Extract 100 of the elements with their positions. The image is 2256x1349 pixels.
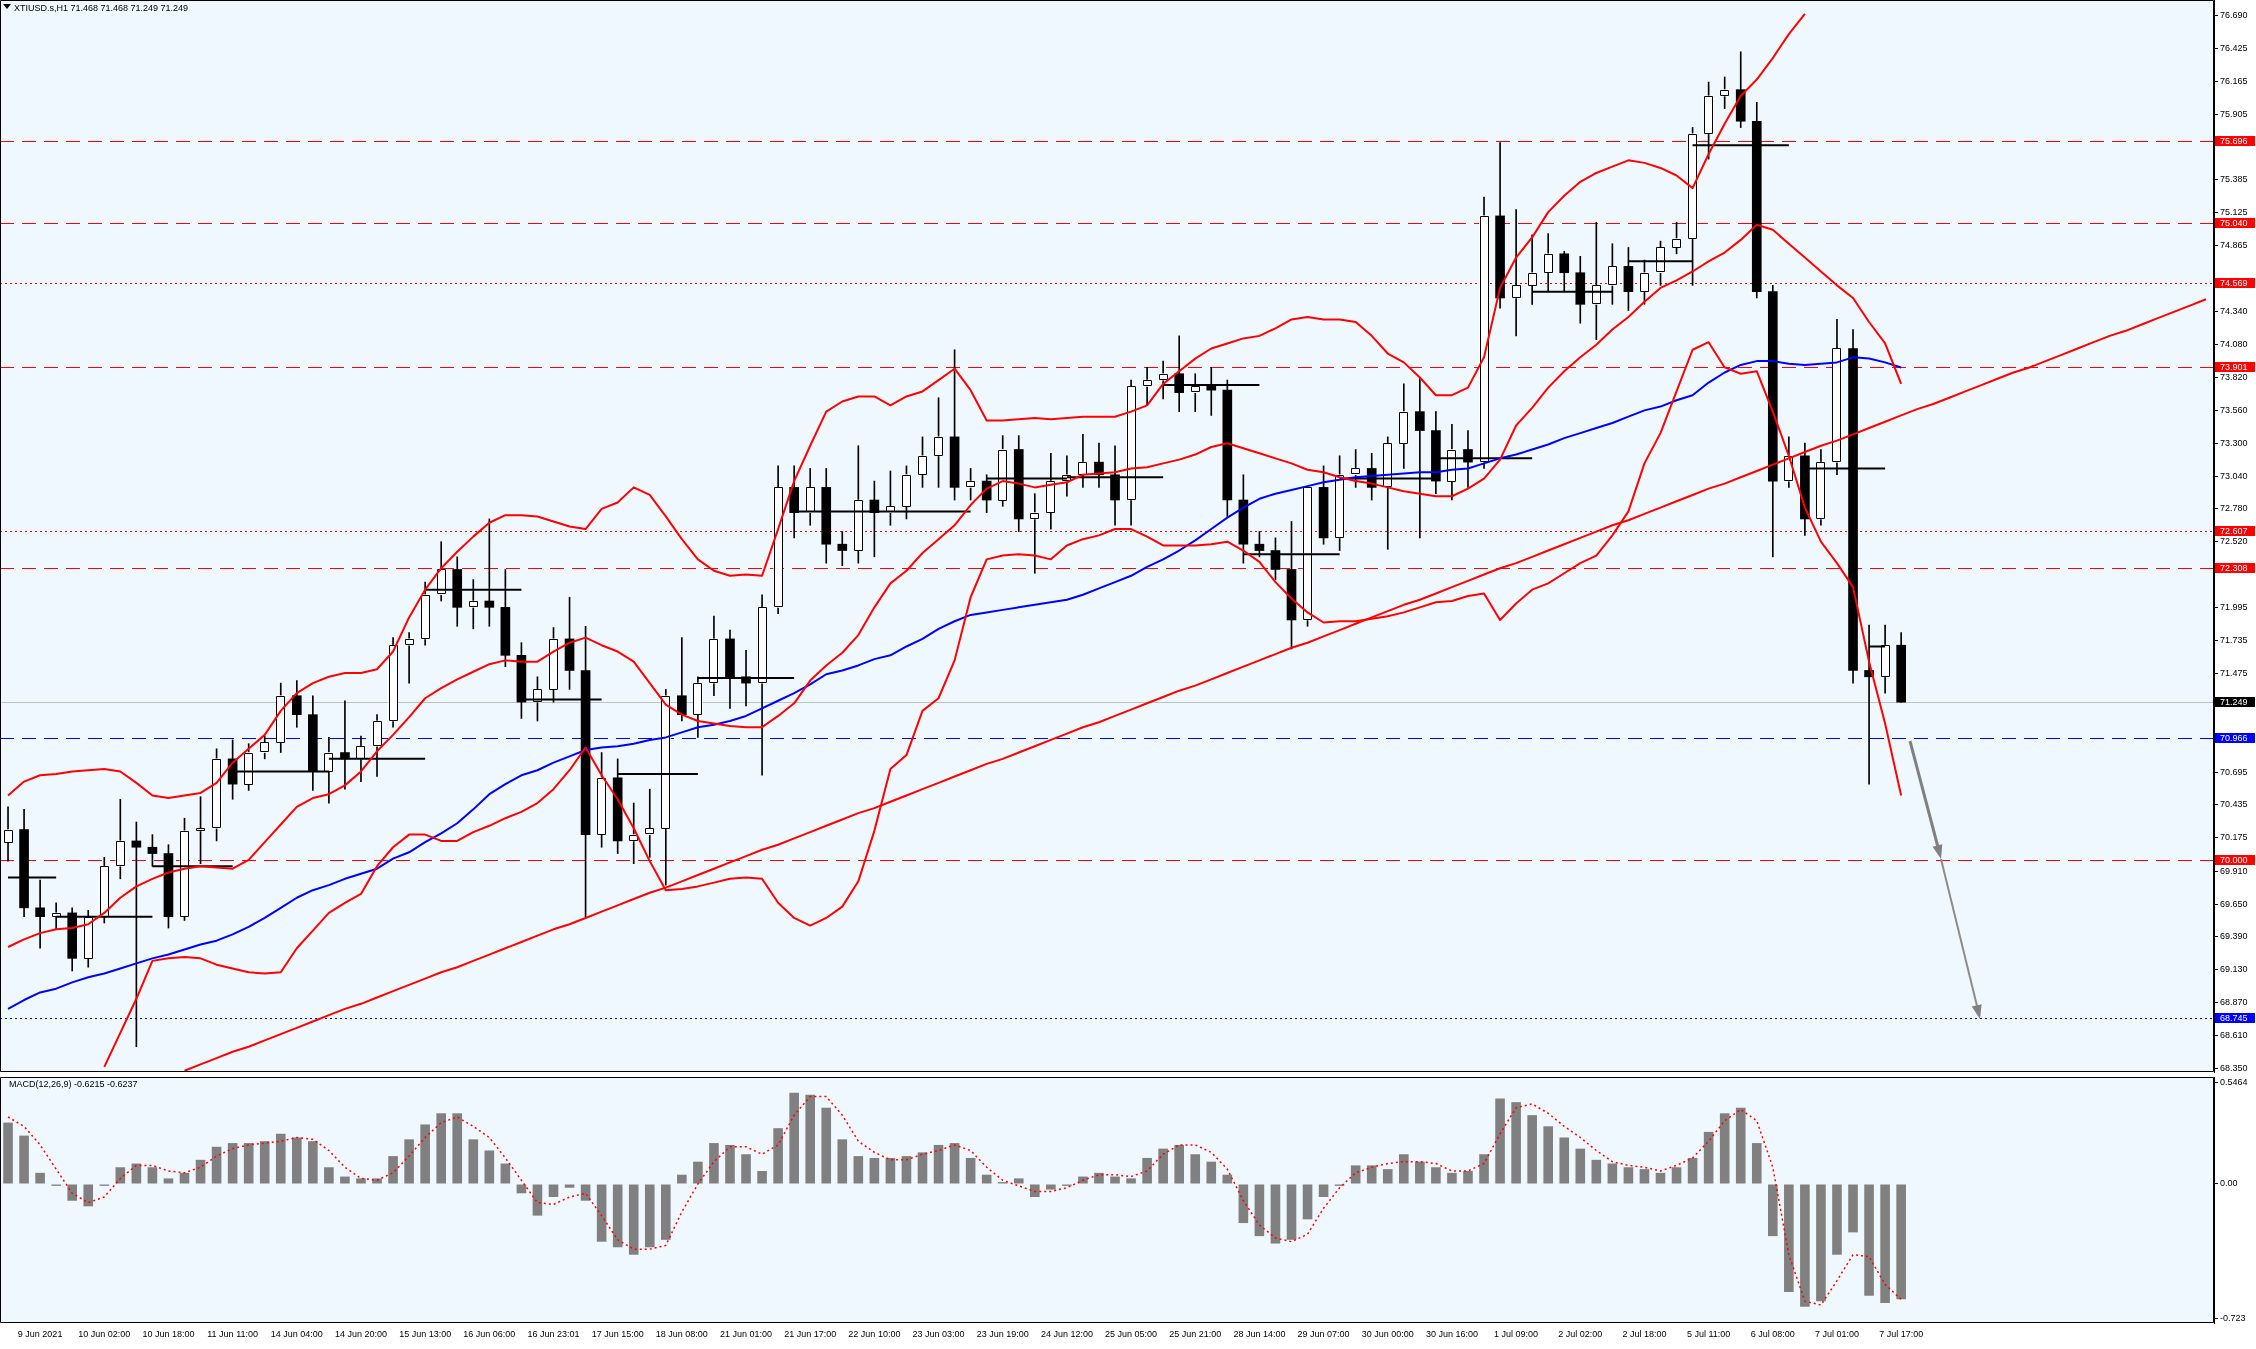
bar	[1816, 1184, 1826, 1302]
bar	[933, 1144, 944, 1184]
x-tick-label: 28 Jun 14:00	[1233, 1328, 1286, 1339]
bar	[1543, 1126, 1554, 1184]
x-tick-label: 29 Jun 07:00	[1297, 1328, 1350, 1339]
bar	[1896, 1184, 1906, 1300]
candlestick	[1591, 221, 1602, 340]
bar	[1703, 1131, 1714, 1184]
bar	[580, 1184, 591, 1201]
bar	[1238, 1184, 1249, 1224]
y-tick-label: 75.125	[2220, 207, 2248, 218]
x-tick-label: 7 Jul 17:00	[1879, 1328, 1924, 1339]
y-tick-label: 73.560	[2220, 404, 2248, 415]
y-tick-label: 69.650	[2220, 898, 2248, 909]
bar	[1254, 1184, 1265, 1237]
ref-line-label: 72.607	[2220, 525, 2248, 536]
y-tick-label: 73.040	[2220, 470, 2248, 481]
bar	[660, 1184, 671, 1240]
y-tick-label: 76.690	[2220, 9, 2248, 20]
bar	[869, 1157, 880, 1184]
bar	[1190, 1154, 1201, 1184]
bar	[1511, 1102, 1521, 1184]
bar	[67, 1184, 78, 1201]
bar	[1046, 1184, 1056, 1190]
bar	[1431, 1167, 1441, 1184]
x-tick-label: 10 Jun 18:00	[142, 1328, 195, 1339]
bar	[532, 1184, 543, 1216]
y-tick-label: 74.865	[2220, 240, 2248, 251]
bar	[1864, 1184, 1874, 1296]
x-tick-label: 23 Jun 03:00	[912, 1328, 965, 1339]
bar	[516, 1184, 527, 1194]
bar	[227, 1143, 238, 1184]
bar	[1318, 1184, 1329, 1198]
bar	[291, 1137, 302, 1184]
candlestick	[644, 788, 655, 858]
ref-line-label: 75.696	[2220, 135, 2248, 146]
x-tick-label: 18 Jun 08:00	[655, 1328, 708, 1339]
y-tick-label: 74.340	[2220, 306, 2248, 317]
bar	[1206, 1161, 1217, 1184]
candlestick	[468, 579, 479, 630]
ref-line-label: 75.040	[2220, 217, 2248, 228]
bar	[484, 1150, 495, 1184]
ref-line-label: 72.308	[2220, 562, 2248, 573]
bar	[436, 1113, 447, 1184]
bar	[1415, 1161, 1425, 1184]
bar	[452, 1113, 463, 1184]
bar	[1479, 1154, 1489, 1184]
bar	[564, 1184, 575, 1188]
x-tick-label: 9 Jun 2021	[17, 1328, 63, 1339]
y-tick-label: 76.165	[2220, 75, 2248, 86]
bar	[837, 1139, 848, 1184]
bar	[901, 1156, 912, 1184]
bar	[1463, 1170, 1473, 1184]
bar	[773, 1128, 783, 1184]
candlestick	[1206, 367, 1217, 416]
bar	[147, 1167, 158, 1184]
x-tick-label: 16 Jun 06:00	[463, 1328, 516, 1339]
bar	[1366, 1165, 1377, 1184]
bar	[677, 1174, 687, 1184]
x-tick-label: 24 Jun 12:00	[1040, 1328, 1093, 1339]
bar	[1719, 1113, 1730, 1184]
bar	[308, 1141, 318, 1184]
bar	[644, 1184, 655, 1248]
bar	[1671, 1167, 1682, 1184]
y-tick-label: 70.175	[2220, 832, 2248, 843]
bar	[388, 1156, 398, 1184]
bar	[1800, 1184, 1810, 1307]
candlestick	[340, 700, 350, 790]
bar	[1767, 1184, 1778, 1237]
line-series	[7, 1095, 1902, 1306]
bar	[917, 1152, 928, 1184]
y-tick-label: 70.435	[2220, 799, 2248, 810]
y-tick-label: 68.350	[2220, 1062, 2248, 1073]
ref-line-label: 68.745	[2220, 1012, 2248, 1023]
x-tick-label: 6 Jul 08:00	[1750, 1328, 1795, 1339]
bar	[163, 1178, 174, 1184]
bar	[3, 1122, 13, 1184]
x-tick-label: 30 Jun 00:00	[1361, 1328, 1414, 1339]
bar	[372, 1178, 382, 1184]
x-tick-label: 23 Jun 19:00	[976, 1328, 1029, 1339]
candlestick	[1511, 209, 1521, 337]
bar	[709, 1143, 719, 1184]
chart-title: XTIUSD.s,H1 71.468 71.468 71.249 71.249	[14, 3, 189, 14]
bar	[1174, 1144, 1185, 1184]
x-tick-label: 1 Jul 09:00	[1494, 1328, 1539, 1339]
x-tick-label: 21 Jun 17:00	[784, 1328, 837, 1339]
y-tick-label: -0.723	[2220, 1313, 2246, 1324]
bar	[965, 1157, 976, 1184]
ref-line-label: 70.000	[2220, 854, 2248, 865]
chart-title: MACD(12,26,9) -0.6215 -0.6237	[9, 1079, 138, 1090]
x-tick-label: 2 Jul 18:00	[1622, 1328, 1667, 1339]
bar	[340, 1176, 350, 1184]
bar	[324, 1167, 334, 1184]
candlestick	[404, 632, 414, 684]
x-tick-label: 30 Jun 16:00	[1425, 1328, 1478, 1339]
bar	[1639, 1169, 1650, 1184]
candlestick	[1415, 377, 1425, 539]
bar	[356, 1178, 366, 1184]
y-tick-label: 68.610	[2220, 1029, 2248, 1040]
x-tick-label: 7 Jul 01:00	[1814, 1328, 1859, 1339]
